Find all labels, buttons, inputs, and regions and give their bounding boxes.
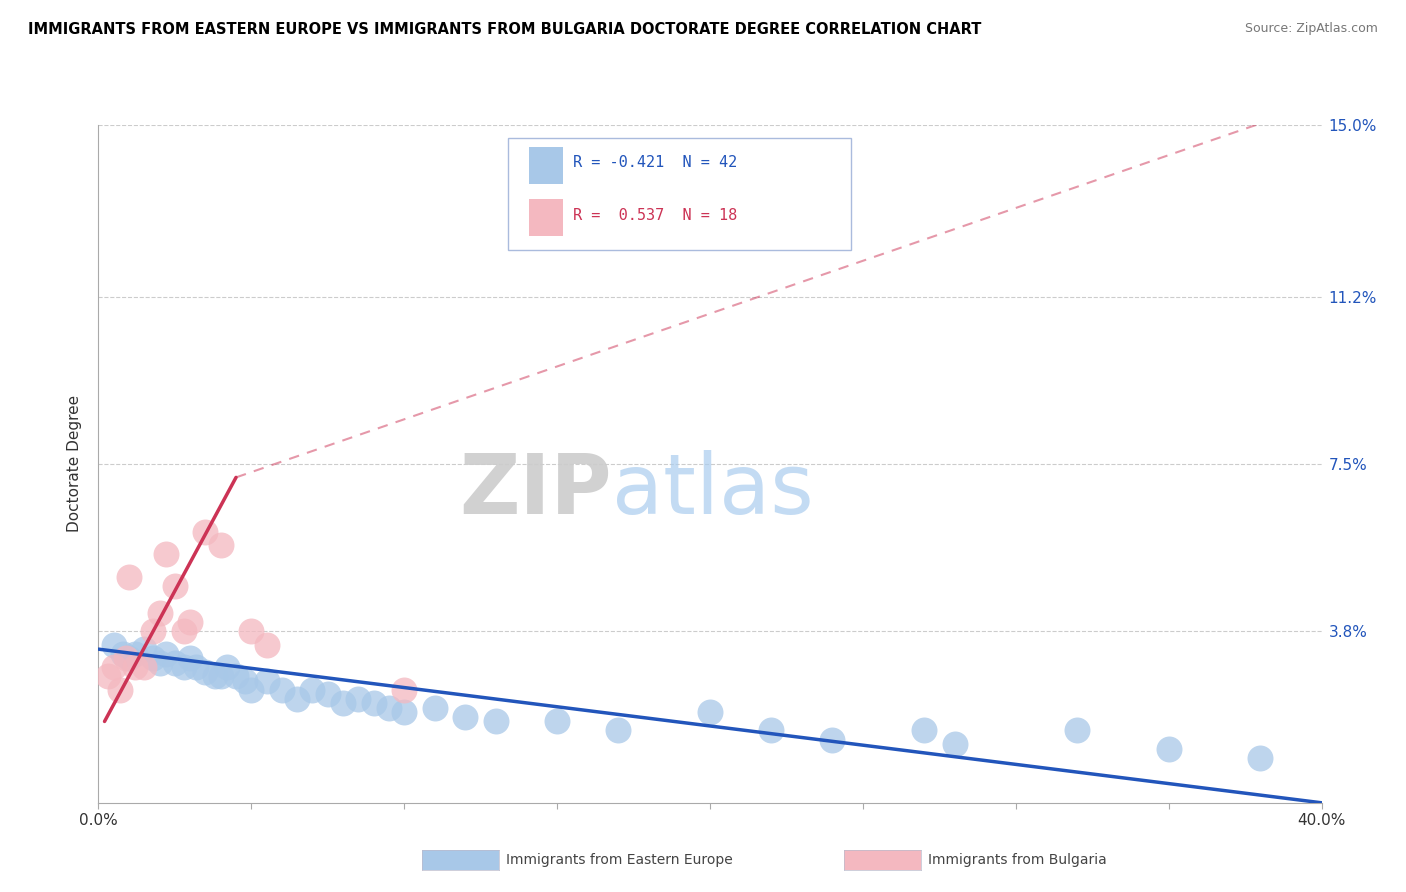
Point — [233, 673, 256, 688]
Point — [423, 701, 446, 715]
Point — [163, 656, 186, 670]
Point — [943, 737, 966, 751]
Point — [163, 579, 186, 593]
Point — [301, 682, 323, 697]
Bar — [529, 199, 564, 236]
Point — [699, 706, 721, 720]
Point — [186, 660, 208, 674]
Point — [316, 687, 339, 701]
Point — [173, 624, 195, 638]
Point — [607, 723, 630, 738]
Point — [142, 651, 165, 665]
Text: R = -0.421  N = 42: R = -0.421 N = 42 — [574, 155, 737, 170]
Point — [240, 682, 263, 697]
Text: R =  0.537  N = 18: R = 0.537 N = 18 — [574, 208, 737, 223]
Point — [454, 710, 477, 724]
Text: Immigrants from Bulgaria: Immigrants from Bulgaria — [928, 853, 1107, 867]
Point — [209, 669, 232, 683]
Point — [149, 606, 172, 620]
Point — [111, 647, 134, 661]
Point — [270, 682, 292, 697]
Point — [134, 660, 156, 674]
Point — [115, 651, 138, 665]
Point — [285, 691, 308, 706]
Point — [363, 697, 385, 711]
Point — [155, 547, 177, 561]
Point — [108, 682, 131, 697]
Text: Source: ZipAtlas.com: Source: ZipAtlas.com — [1244, 22, 1378, 36]
Point — [1066, 723, 1088, 738]
Point — [332, 697, 354, 711]
Text: IMMIGRANTS FROM EASTERN EUROPE VS IMMIGRANTS FROM BULGARIA DOCTORATE DEGREE CORR: IMMIGRANTS FROM EASTERN EUROPE VS IMMIGR… — [28, 22, 981, 37]
Point — [215, 660, 238, 674]
Point — [759, 723, 782, 738]
Text: ZIP: ZIP — [460, 450, 612, 532]
Y-axis label: Doctorate Degree: Doctorate Degree — [67, 395, 83, 533]
Point — [103, 638, 125, 652]
Point — [103, 660, 125, 674]
Point — [142, 624, 165, 638]
Point — [97, 669, 120, 683]
FancyBboxPatch shape — [508, 138, 851, 251]
Point — [124, 647, 146, 661]
Point — [179, 651, 201, 665]
Point — [225, 669, 247, 683]
Point — [821, 732, 844, 747]
Point — [392, 706, 416, 720]
Point — [347, 691, 370, 706]
Point — [155, 647, 177, 661]
Point — [240, 624, 263, 638]
Point — [912, 723, 935, 738]
Point — [118, 651, 141, 665]
Point — [204, 669, 226, 683]
Point — [256, 638, 278, 652]
Bar — [529, 146, 564, 184]
Point — [124, 660, 146, 674]
Point — [134, 642, 156, 657]
Point — [179, 615, 201, 629]
Point — [209, 538, 232, 552]
Point — [485, 714, 508, 729]
Point — [194, 665, 217, 679]
Point — [194, 524, 217, 539]
Point — [392, 682, 416, 697]
Text: Immigrants from Eastern Europe: Immigrants from Eastern Europe — [506, 853, 733, 867]
Point — [378, 701, 401, 715]
Point — [118, 570, 141, 584]
Point — [1157, 741, 1180, 756]
Point — [256, 673, 278, 688]
Point — [149, 656, 172, 670]
Point — [546, 714, 568, 729]
Point — [173, 660, 195, 674]
Point — [1249, 750, 1271, 764]
Text: atlas: atlas — [612, 450, 814, 532]
